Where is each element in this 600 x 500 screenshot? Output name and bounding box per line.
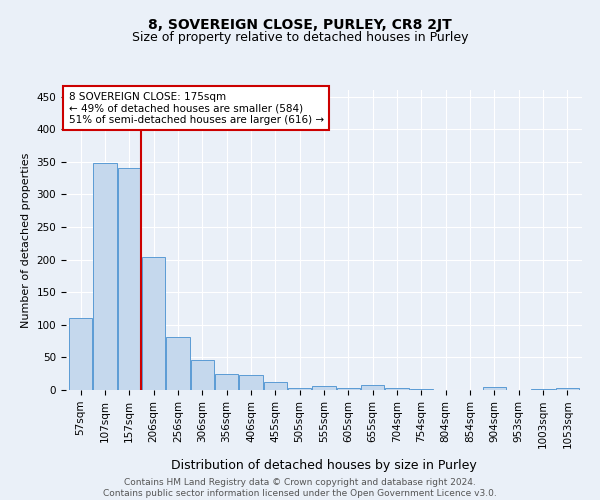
Bar xyxy=(385,388,409,390)
Y-axis label: Number of detached properties: Number of detached properties xyxy=(21,152,31,328)
Bar xyxy=(142,257,165,390)
Bar xyxy=(191,360,214,390)
Text: 8, SOVEREIGN CLOSE, PURLEY, CR8 2JT: 8, SOVEREIGN CLOSE, PURLEY, CR8 2JT xyxy=(148,18,452,32)
Bar xyxy=(288,388,311,390)
X-axis label: Distribution of detached houses by size in Purley: Distribution of detached houses by size … xyxy=(171,460,477,472)
Text: 8 SOVEREIGN CLOSE: 175sqm
← 49% of detached houses are smaller (584)
51% of semi: 8 SOVEREIGN CLOSE: 175sqm ← 49% of detac… xyxy=(68,92,324,124)
Text: Contains HM Land Registry data © Crown copyright and database right 2024.
Contai: Contains HM Land Registry data © Crown c… xyxy=(103,478,497,498)
Bar xyxy=(118,168,141,390)
Bar xyxy=(69,318,92,390)
Bar xyxy=(361,385,384,390)
Bar xyxy=(94,163,116,390)
Bar xyxy=(337,388,360,390)
Bar xyxy=(483,386,506,390)
Bar xyxy=(532,388,554,390)
Text: Size of property relative to detached houses in Purley: Size of property relative to detached ho… xyxy=(132,31,468,44)
Bar xyxy=(264,382,287,390)
Bar xyxy=(313,386,335,390)
Bar xyxy=(556,388,579,390)
Bar xyxy=(166,336,190,390)
Bar xyxy=(215,374,238,390)
Bar xyxy=(239,375,263,390)
